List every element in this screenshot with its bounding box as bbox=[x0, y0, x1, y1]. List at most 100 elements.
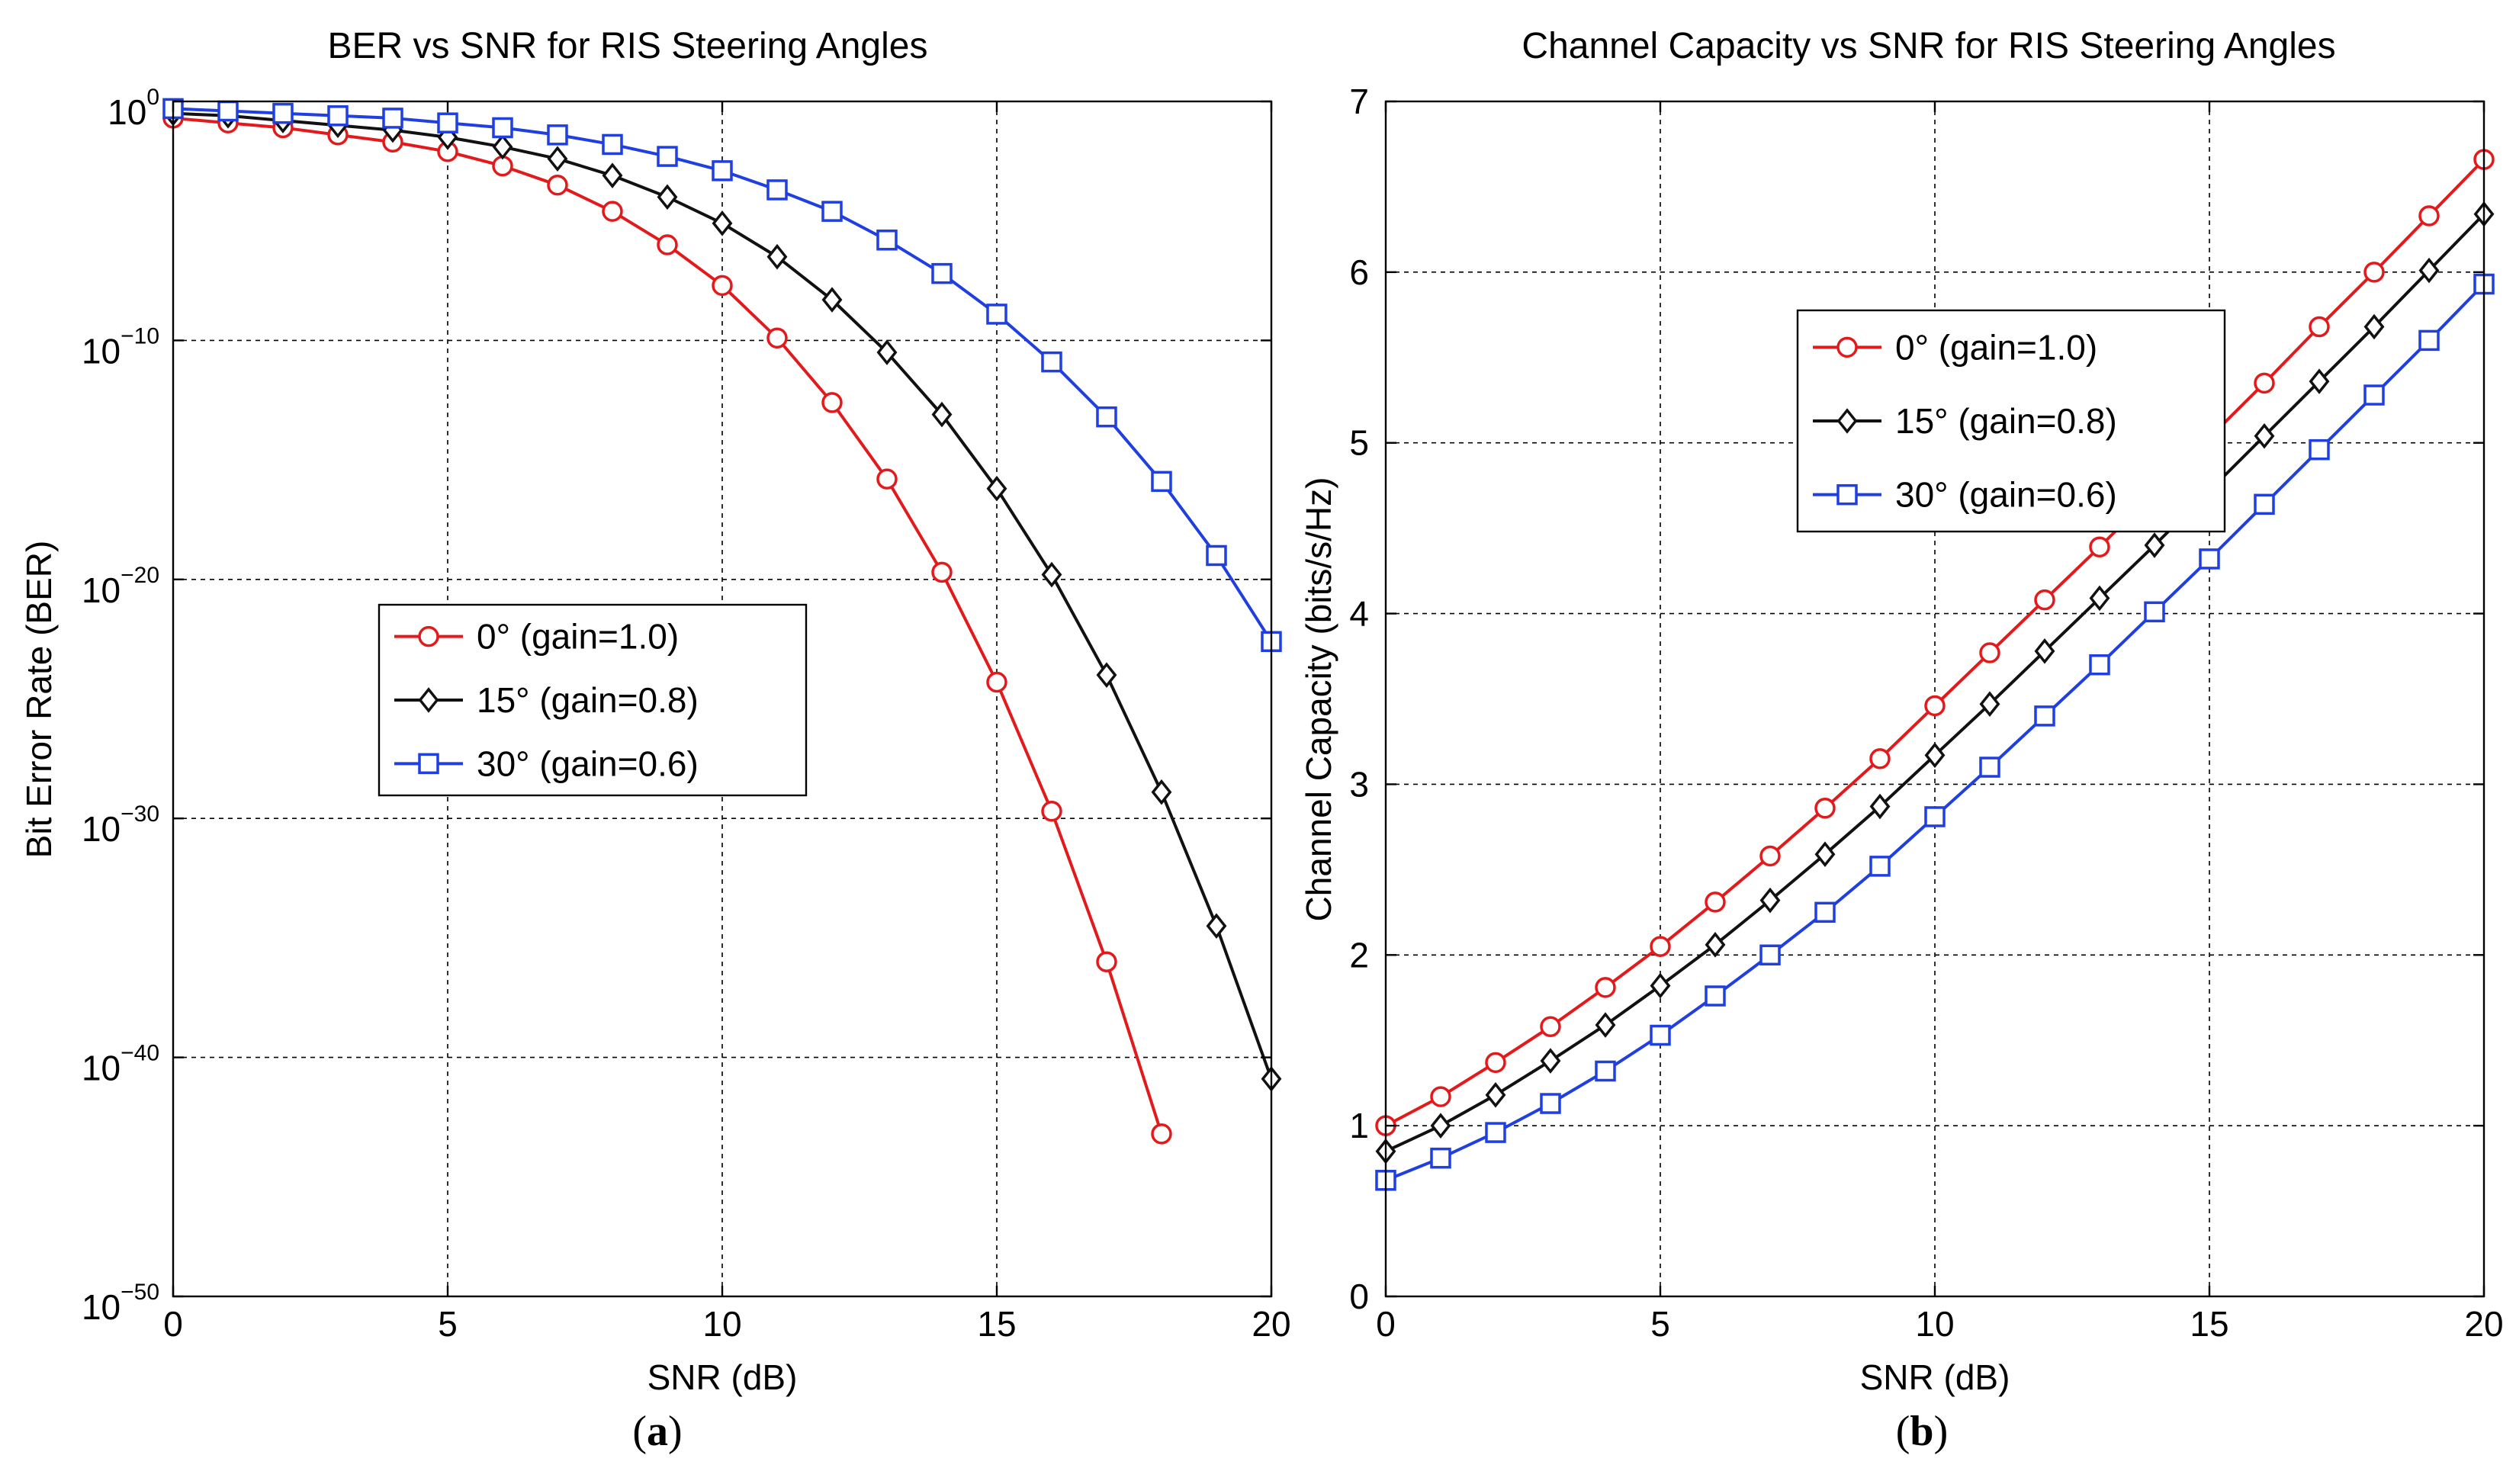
ber-data-point-circle bbox=[931, 561, 953, 583]
ber-data-point-circle bbox=[821, 392, 843, 413]
ber-data-point-square bbox=[657, 146, 678, 167]
capacity-data-point-diamond bbox=[2418, 257, 2440, 284]
ber-data-point-square bbox=[272, 102, 294, 124]
capacity-data-point-diamond bbox=[1924, 742, 1946, 769]
ber-data-point-square bbox=[712, 160, 733, 181]
capacity-data-point-diamond bbox=[1869, 793, 1891, 820]
ber-legend-label: 30° (gain=0.6) bbox=[477, 744, 699, 783]
ber-x-tick-label: 10 bbox=[702, 1304, 741, 1344]
ber-y-axis-label: Bit Error Rate (BER) bbox=[19, 541, 59, 859]
ber-data-point-square bbox=[986, 304, 1007, 325]
capacity-x-tick-label: 20 bbox=[2464, 1304, 2503, 1344]
ber-data-point-circle bbox=[1151, 1123, 1172, 1145]
capacity-y-axis-label: Channel Capacity (bits/s/Hz) bbox=[1299, 477, 1338, 922]
ber-data-point-diamond bbox=[712, 210, 733, 236]
capacity-data-point-circle bbox=[2363, 262, 2385, 283]
capacity-data-point-circle bbox=[1430, 1086, 1451, 1107]
ber-data-point-square bbox=[492, 117, 513, 139]
capacity-data-point-square bbox=[2144, 601, 2165, 623]
capacity-data-point-square bbox=[1485, 1122, 1506, 1143]
capacity-data-point-circle bbox=[1759, 845, 1781, 867]
capacity-data-point-diamond bbox=[1485, 1082, 1506, 1108]
ber-y-tick-label: 100 bbox=[108, 85, 159, 132]
capacity-x-axis-label: SNR (dB) bbox=[1860, 1357, 2010, 1397]
ber-y-tick-label: 10−30 bbox=[82, 801, 159, 849]
capacity-x-ticks: 0 5 10 15 20 bbox=[1376, 101, 2504, 1344]
capacity-legend-marker-diamond bbox=[1836, 408, 1858, 434]
capacity-data-point-circle bbox=[1814, 798, 1836, 819]
ber-data-point-circle bbox=[547, 174, 568, 196]
capacity-data-point-square bbox=[1430, 1147, 1451, 1169]
capacity-y-tick-label: 1 bbox=[1349, 1106, 1369, 1145]
capacity-data-point-diamond bbox=[2309, 368, 2330, 394]
ber-y-tick-label: 10−40 bbox=[82, 1041, 159, 1088]
capacity-data-point-square bbox=[1650, 1024, 1671, 1046]
capacity-data-point-diamond bbox=[1759, 887, 1781, 914]
ber-y-ticks: 100 10−10 10−20 10−30 10−40 10−50 bbox=[82, 85, 1271, 1327]
capacity-data-point-square bbox=[2363, 384, 2385, 406]
capacity-data-point-square bbox=[2199, 548, 2220, 570]
ber-data-point-square bbox=[327, 105, 349, 127]
capacity-data-point-square bbox=[1869, 856, 1891, 877]
ber-data-point-diamond bbox=[657, 184, 678, 210]
capacity-data-point-square bbox=[1814, 901, 1836, 923]
ber-data-point-square bbox=[1206, 544, 1227, 567]
capacity-legend-label: 15° (gain=0.8) bbox=[1895, 401, 2117, 441]
capacity-data-point-square bbox=[2418, 329, 2440, 352]
capacity-chart-panel: Channel Capacity vs SNR for RIS Steering… bbox=[1299, 26, 2504, 1455]
capacity-data-point-diamond bbox=[2089, 585, 2110, 612]
capacity-data-point-square bbox=[2034, 705, 2055, 727]
ber-data-point-circle bbox=[657, 234, 678, 255]
ber-data-point-diamond bbox=[547, 146, 568, 172]
capacity-legend-item: 0° (gain=1.0) bbox=[1813, 327, 2097, 367]
ber-data-point-diamond bbox=[931, 401, 953, 428]
ber-data-point-square bbox=[931, 262, 953, 284]
ber-legend-item: 30° (gain=0.6) bbox=[394, 744, 699, 783]
ber-data-point-circle bbox=[766, 327, 788, 349]
ber-chart-title: BER vs SNR for RIS Steering Angles bbox=[328, 26, 928, 66]
capacity-data-point-diamond bbox=[1650, 972, 1671, 999]
capacity-legend-marker-square bbox=[1836, 483, 1858, 506]
capacity-data-point-circle bbox=[2089, 536, 2110, 558]
capacity-legend-label: 0° (gain=1.0) bbox=[1895, 327, 2097, 367]
ber-data-point-square bbox=[766, 179, 788, 201]
ber-data-point-circle bbox=[876, 468, 898, 490]
ber-x-tick-label: 20 bbox=[1252, 1304, 1290, 1344]
capacity-data-point-square bbox=[2309, 438, 2330, 461]
ber-data-point-square bbox=[547, 124, 568, 146]
ber-data-point-circle bbox=[986, 671, 1007, 693]
capacity-data-point-diamond bbox=[1540, 1048, 1561, 1074]
capacity-y-tick-label: 4 bbox=[1349, 594, 1369, 634]
ber-data-point-square bbox=[821, 201, 843, 222]
capacity-data-point-square bbox=[1924, 806, 1946, 827]
ber-data-point-circle bbox=[1096, 951, 1117, 972]
capacity-x-tick-label: 10 bbox=[1915, 1304, 1954, 1344]
ber-legend-item: 0° (gain=1.0) bbox=[394, 617, 679, 657]
capacity-data-point-square bbox=[2254, 493, 2275, 516]
ber-data-point-diamond bbox=[821, 287, 843, 313]
capacity-data-point-diamond bbox=[2254, 422, 2275, 449]
ber-y-tick-label: 10−50 bbox=[82, 1280, 159, 1327]
ber-legend-marker-diamond bbox=[418, 687, 439, 713]
ber-x-tick-label: 5 bbox=[438, 1304, 458, 1344]
capacity-data-point-square bbox=[1979, 756, 2000, 778]
ber-legend-marker-square bbox=[418, 753, 439, 775]
capacity-y-ticks: 0 1 2 3 4 5 6 7 bbox=[1349, 82, 2484, 1316]
ber-data-point-square bbox=[1096, 406, 1117, 428]
ber-data-point-diamond bbox=[766, 243, 788, 270]
ber-data-point-diamond bbox=[876, 339, 898, 365]
capacity-data-point-circle bbox=[1979, 642, 2000, 663]
capacity-data-point-diamond bbox=[2363, 313, 2385, 340]
ber-x-axis-label: SNR (dB) bbox=[647, 1357, 798, 1397]
ber-panel-label: (a) bbox=[632, 1408, 682, 1455]
capacity-legend-label: 30° (gain=0.6) bbox=[1895, 475, 2117, 515]
capacity-panel-label: (b) bbox=[1896, 1408, 1948, 1455]
capacity-chart-title: Channel Capacity vs SNR for RIS Steering… bbox=[1521, 26, 2335, 66]
capacity-y-tick-label: 2 bbox=[1349, 935, 1369, 975]
ber-data-point-diamond bbox=[1096, 662, 1117, 688]
capacity-y-tick-label: 0 bbox=[1349, 1277, 1369, 1316]
ber-legend-label: 15° (gain=0.8) bbox=[477, 680, 699, 720]
capacity-data-point-square bbox=[1595, 1060, 1616, 1082]
ber-data-point-diamond bbox=[602, 162, 623, 188]
capacity-data-point-diamond bbox=[1814, 841, 1836, 868]
